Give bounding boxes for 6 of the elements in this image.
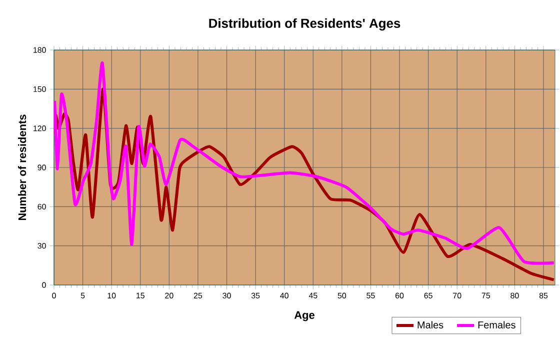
legend-label: Females: [478, 321, 516, 328]
legend-label: Males: [418, 321, 444, 328]
x-axis-title: Age: [294, 311, 314, 322]
chart-title: Distribution of Residents' Ages: [209, 18, 400, 31]
y-axis-title: Number of residents: [18, 114, 26, 220]
line-series: [54, 62, 556, 265]
